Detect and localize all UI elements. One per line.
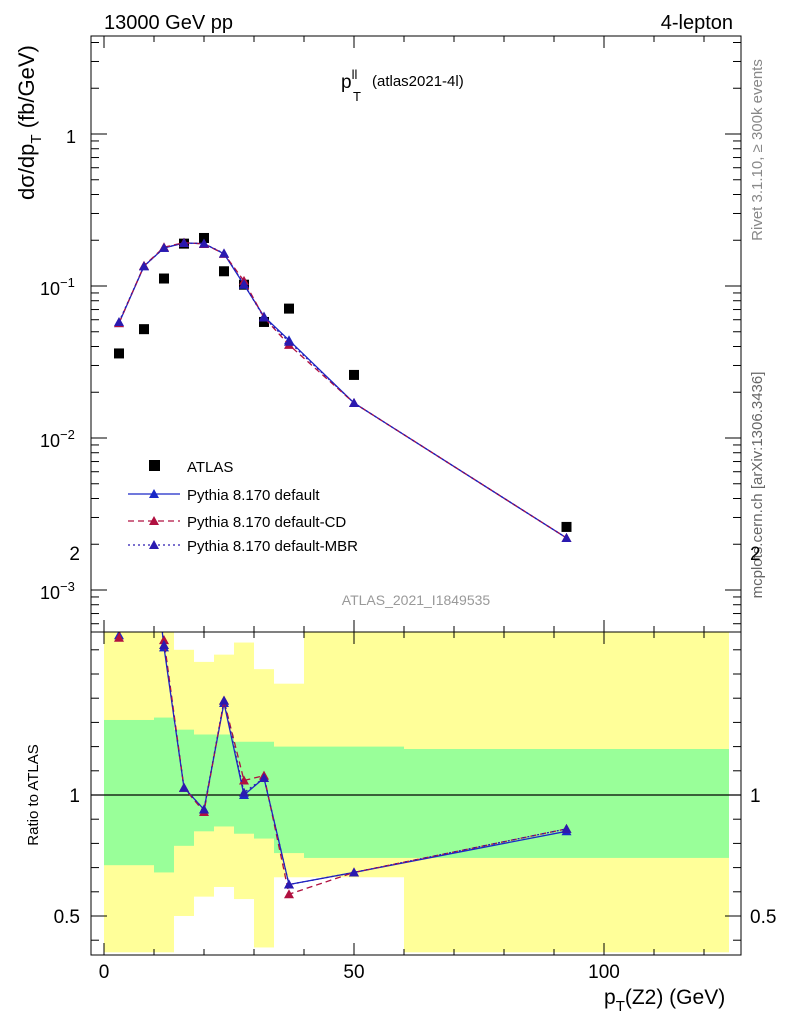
ratio-point bbox=[284, 879, 294, 889]
ytick-label-1e-3: 10−3 bbox=[40, 579, 75, 603]
ratio-point bbox=[349, 867, 359, 877]
ratio-frame bbox=[90, 631, 742, 956]
ratio-series bbox=[114, 458, 572, 899]
ratio-point bbox=[139, 463, 149, 472]
ratio-ytick-label-left: 1 bbox=[69, 786, 80, 807]
mc-point bbox=[114, 316, 124, 326]
legend-marker bbox=[149, 540, 159, 549]
legend-label: Pythia 8.170 default-MBR bbox=[187, 538, 358, 555]
mc-point bbox=[159, 242, 169, 252]
legend: ATLAS Pythia 8.170 default Pythia 8.170 de… bbox=[128, 459, 358, 555]
mc-point bbox=[139, 261, 149, 271]
xtick-label: 0 bbox=[99, 962, 110, 983]
mc-point bbox=[239, 279, 249, 289]
band-inner bbox=[254, 741, 274, 839]
atlas-point bbox=[159, 273, 169, 284]
ytick-label-1e-2: 10−2 bbox=[40, 427, 75, 451]
mc-point bbox=[561, 532, 572, 542]
xtick-label: 50 bbox=[343, 962, 364, 983]
ratio-ytick-label-left: 0.5 bbox=[54, 907, 80, 928]
band-inner bbox=[214, 734, 234, 827]
legend-marker bbox=[149, 516, 159, 525]
band-inner bbox=[194, 734, 214, 832]
mc-point bbox=[284, 336, 294, 346]
ratio-bands bbox=[104, 632, 729, 953]
atlas-point bbox=[199, 232, 209, 243]
band-inner bbox=[404, 749, 729, 858]
ratio-ytick-label-right: 2 bbox=[750, 544, 761, 565]
ratio-point bbox=[179, 782, 189, 792]
atlas-point bbox=[561, 521, 572, 532]
mcplots-label: mcplots.cern.ch [arXiv:1306.3436] bbox=[749, 372, 766, 599]
atlas-point bbox=[219, 266, 229, 277]
ratio-point bbox=[114, 632, 124, 642]
ytick-label-1: 1 bbox=[66, 127, 76, 147]
mc-point bbox=[199, 238, 209, 248]
main-ticks bbox=[91, 36, 741, 632]
ratio-ytick-label-right: 1 bbox=[750, 786, 761, 807]
mc-point bbox=[259, 312, 269, 322]
band-inner bbox=[304, 746, 404, 858]
mc-point bbox=[219, 248, 229, 258]
rivet-label: Rivet 3.1.10, ≥ 300k events bbox=[749, 59, 766, 241]
ratio-ytick-label-left: 2 bbox=[69, 544, 80, 565]
ratio-ticks bbox=[91, 632, 741, 955]
band-inner bbox=[274, 746, 304, 854]
ratio-ytick-labels: 0.5 0.5 1 1 2 2 bbox=[54, 544, 777, 928]
legend-atlas-marker bbox=[149, 460, 160, 471]
plot-title: pll bbox=[341, 67, 357, 93]
ratio-ytick-label-right: 0.5 bbox=[750, 907, 776, 928]
ratio-point bbox=[114, 632, 124, 633]
ratio-point bbox=[259, 773, 269, 783]
x-axis-label: pT(Z2) (GeV) bbox=[604, 986, 725, 1015]
atlas-point bbox=[114, 348, 124, 359]
atlas-point bbox=[284, 303, 294, 314]
plot-title-sup: ll bbox=[352, 67, 358, 82]
ratio-panel: 0.5 0.5 1 1 2 2 0 50 100 Ratio to ATLAS pT(Z2) … bbox=[25, 458, 777, 1015]
atlas-point bbox=[259, 316, 269, 327]
xtick-labels: 0 50 100 bbox=[99, 962, 620, 983]
main-series bbox=[114, 232, 572, 542]
band-inner bbox=[104, 719, 154, 866]
ratio-point bbox=[139, 458, 149, 467]
atlas-point bbox=[349, 369, 359, 380]
ratio-ylabel: Ratio to ATLAS bbox=[25, 744, 42, 845]
legend-marker bbox=[149, 489, 159, 498]
header-right: 4-lepton bbox=[661, 12, 733, 34]
ratio-line bbox=[118, 632, 567, 896]
ratio-point bbox=[219, 695, 229, 705]
legend-label: Pythia 8.170 default-CD bbox=[187, 514, 346, 531]
ratio-point bbox=[561, 823, 572, 833]
main-ytick-labels: 10−3 10−2 10−1 1 bbox=[40, 127, 76, 603]
main-ylabel: dσ/dpT (fb/GeV) bbox=[14, 45, 45, 200]
ratio-point bbox=[239, 787, 249, 797]
ratio-point bbox=[139, 461, 149, 470]
mc-point bbox=[349, 397, 359, 407]
ratio-point bbox=[199, 804, 209, 814]
ytick-label-1e-1: 10−1 bbox=[40, 275, 75, 299]
ratio-point bbox=[284, 889, 294, 899]
plot-title-main: p bbox=[341, 72, 352, 93]
legend-label: Pythia 8.170 default bbox=[187, 487, 320, 504]
mc-point bbox=[179, 237, 189, 247]
plot-title-suffix: (atlas2021-4l) bbox=[372, 73, 464, 90]
atlas-point bbox=[139, 324, 149, 335]
watermark: ATLAS_2021_I1849535 bbox=[342, 592, 491, 608]
plot-title-sub: T bbox=[353, 89, 361, 104]
header-left: 13000 GeV pp bbox=[104, 12, 233, 34]
xtick-label: 100 bbox=[588, 962, 620, 983]
ratio-series-group bbox=[114, 458, 572, 899]
ratio-point bbox=[159, 639, 169, 649]
main-panel: 10−3 10−2 10−1 1 dσ/dpT (fb/GeV) pll T (… bbox=[14, 35, 742, 633]
ratio-point bbox=[239, 775, 249, 785]
legend-label: ATLAS bbox=[187, 459, 233, 476]
ratio-point bbox=[159, 635, 169, 645]
